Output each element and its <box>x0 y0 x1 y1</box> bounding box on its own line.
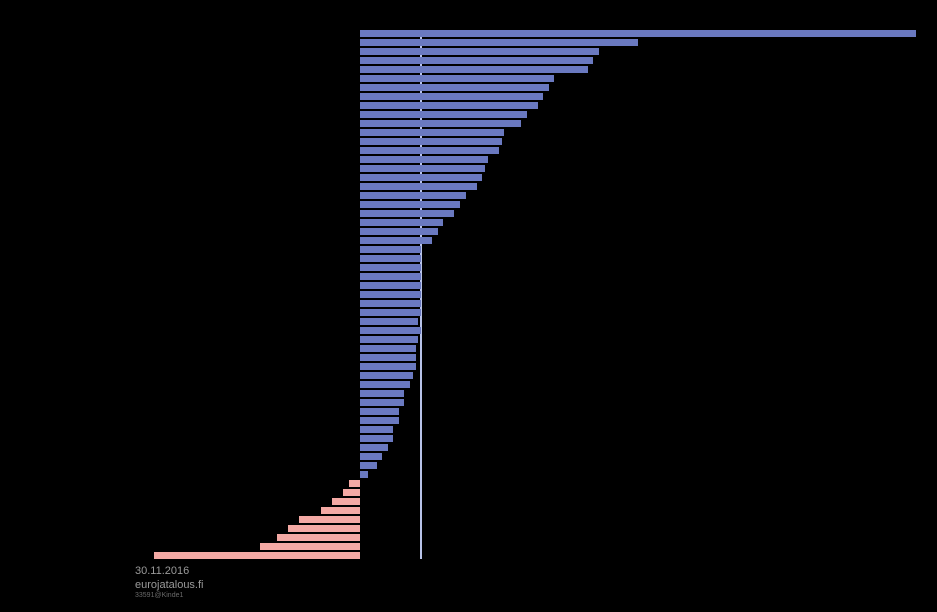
bar <box>360 462 377 469</box>
footer-source: eurojatalous.fi <box>135 579 204 593</box>
bar <box>360 228 438 235</box>
bar <box>360 381 410 388</box>
bar <box>360 453 382 460</box>
bar <box>360 66 588 73</box>
bar <box>360 372 413 379</box>
bar <box>360 363 416 370</box>
bar <box>360 435 393 442</box>
bar <box>360 390 404 397</box>
bar <box>360 156 488 163</box>
bar <box>360 192 466 199</box>
bar <box>360 147 499 154</box>
bar <box>277 534 360 541</box>
bar <box>360 93 543 100</box>
bar <box>360 48 599 55</box>
bar <box>360 300 421 307</box>
bar <box>360 165 485 172</box>
bar <box>343 489 360 496</box>
bar <box>321 507 360 514</box>
bar <box>360 183 477 190</box>
bar <box>360 264 421 271</box>
bar <box>360 84 549 91</box>
bar <box>332 498 360 505</box>
bar <box>360 444 388 451</box>
bar <box>360 255 421 262</box>
bar <box>299 516 360 523</box>
bar <box>360 57 593 64</box>
bar <box>360 129 504 136</box>
bar <box>360 138 502 145</box>
bar <box>360 426 393 433</box>
bar <box>360 354 416 361</box>
bar <box>360 345 416 352</box>
bar <box>360 399 404 406</box>
footer-code: 33591@Kinde1 <box>135 592 183 599</box>
bar <box>360 309 421 316</box>
bar <box>360 282 421 289</box>
bar <box>360 75 554 82</box>
bar <box>154 552 360 559</box>
horizontal-bar-chart <box>0 0 937 612</box>
bar <box>360 327 421 334</box>
bar <box>360 210 454 217</box>
bar <box>360 30 916 37</box>
bar <box>360 273 421 280</box>
bar <box>360 471 368 478</box>
bar <box>360 120 521 127</box>
footer-date: 30.11.2016 <box>135 565 189 579</box>
bar <box>360 246 421 253</box>
bar <box>360 39 638 46</box>
bar <box>360 318 418 325</box>
bar <box>260 543 360 550</box>
bar <box>360 111 527 118</box>
bar <box>360 408 399 415</box>
bar <box>349 480 360 487</box>
bar <box>360 291 421 298</box>
bar <box>360 201 460 208</box>
bar <box>360 336 418 343</box>
bar <box>360 219 443 226</box>
bar <box>360 102 538 109</box>
bar <box>360 417 399 424</box>
bar <box>360 237 432 244</box>
bar <box>360 174 482 181</box>
bar <box>288 525 360 532</box>
